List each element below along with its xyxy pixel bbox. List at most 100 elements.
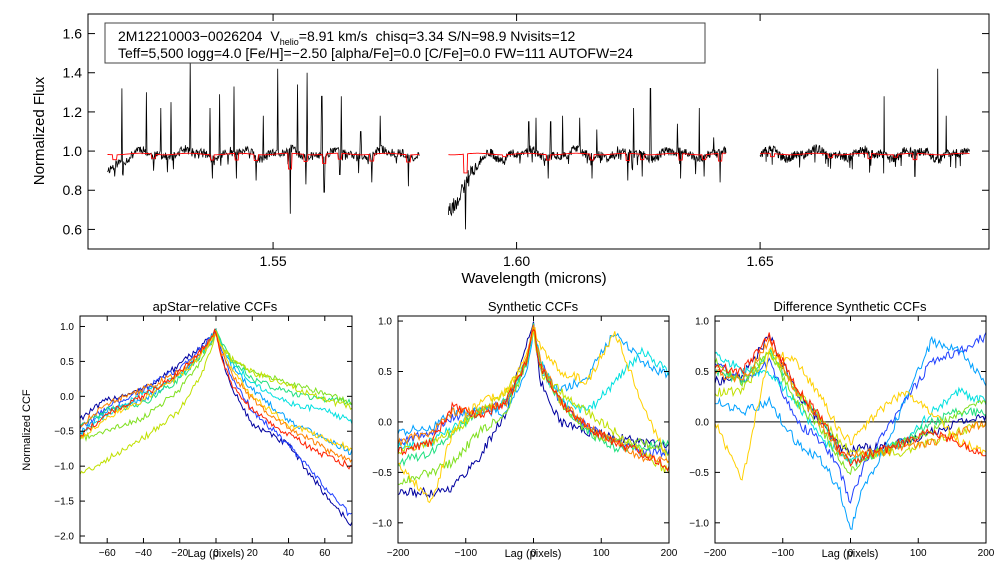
- ccf-series-10: [79, 328, 353, 470]
- y-tick-label: 1.2: [63, 104, 83, 120]
- ccf-series-1: [397, 321, 670, 499]
- y-tick-label: 1.0: [60, 322, 74, 333]
- x-tick-label: −40: [135, 548, 152, 559]
- ccf-apstar-x-label: Lag (pixels): [188, 548, 245, 560]
- ccf-synthetic-y-ticks: −1.0 −0.5 0.0 0.5 1.0: [372, 317, 669, 529]
- x-tick-label: −200: [704, 548, 727, 559]
- x-tick-label: −200: [387, 548, 410, 559]
- ccf-apstar-lines: [79, 327, 353, 527]
- fit-stats: chisq=3.34 S/N=98.9 Nvisits=12: [376, 28, 576, 44]
- y-tick-label: 0.5: [378, 367, 392, 378]
- y-tick-label: −0.5: [689, 468, 709, 479]
- spectrum-frame: [87, 13, 990, 250]
- x-tick-label: 0: [531, 548, 537, 559]
- x-tick-label: −100: [771, 548, 794, 559]
- ccf-series-8: [397, 327, 670, 504]
- x-tick-label: 0: [848, 548, 854, 559]
- observed-spectrum-chip-1: [107, 58, 420, 214]
- spectrum-lines: [107, 58, 970, 230]
- x-tick-label: 0: [213, 548, 219, 559]
- ccf-difference-x-label: Lag (pixels): [822, 548, 879, 560]
- ccf-series-5: [397, 323, 670, 467]
- observed-spectrum-chip-2: [448, 88, 727, 230]
- y-tick-label: 0.6: [63, 221, 83, 237]
- x-tick-label: 1.65: [746, 253, 773, 269]
- y-tick-label: 0.8: [63, 182, 83, 198]
- ccf-series-10: [714, 332, 987, 467]
- vhelio-value: =8.91 km/s: [299, 28, 368, 44]
- spectrum-x-ticks: 1.55 1.60 1.65: [259, 14, 774, 269]
- x-tick-label: 100: [910, 548, 927, 559]
- y-tick-label: 1.6: [63, 25, 83, 41]
- ccf-series-4: [714, 351, 987, 466]
- ccf-apstar-y-label: Normalized CCF: [21, 389, 33, 471]
- y-tick-label: 1.0: [695, 317, 709, 328]
- x-tick-label: 100: [593, 548, 610, 559]
- y-tick-label: 0.5: [60, 357, 74, 368]
- ccf-panel-synthetic: Synthetic CCFs −200 −100 0 100 200 −1.0 −0.5 0…: [372, 299, 678, 560]
- ccf-difference-x-ticks: −200 −100 0 100 200: [704, 316, 995, 559]
- y-tick-label: 1.4: [63, 65, 83, 81]
- y-tick-label: −2.0: [54, 532, 74, 543]
- y-tick-label: 1.0: [63, 143, 83, 159]
- model-spectrum-chip-1: [107, 152, 420, 170]
- x-tick-label: −20: [171, 548, 188, 559]
- y-tick-label: −1.0: [689, 518, 709, 529]
- x-tick-label: 1.55: [259, 253, 286, 269]
- spectrum-x-label: Wavelength (microns): [461, 270, 606, 287]
- ccf-apstar-x-ticks: −60 −40 −20 0 20 40 60: [99, 316, 331, 559]
- y-tick-label: 0.5: [695, 367, 709, 378]
- ccf-synthetic-x-ticks: −200 −100 0 100 200: [387, 316, 678, 559]
- ccf-panel-difference: Difference Synthetic CCFs −200 −100 0 100 20…: [689, 299, 995, 560]
- ccf-apstar-title: apStar−relative CCFs: [153, 299, 278, 314]
- y-tick-label: −1.0: [54, 462, 74, 473]
- ccf-difference-y-ticks: −1.0 −0.5 0.0 0.5 1.0: [689, 317, 986, 529]
- ccf-synthetic-lines: [397, 321, 670, 504]
- legend-box: [104, 22, 706, 64]
- ccf-series-5: [714, 348, 987, 467]
- ccf-difference-title: Difference Synthetic CCFs: [774, 299, 927, 314]
- star-id: 2M12210003−0026204: [118, 28, 263, 44]
- model-spectrum-chip-3: [760, 152, 970, 161]
- spectrum-y-ticks: 0.6 0.8 1.0 1.2 1.4 1.6: [63, 25, 989, 237]
- ccf-series-9: [79, 331, 353, 463]
- y-tick-label: −1.0: [372, 518, 392, 529]
- y-tick-label: −0.5: [54, 427, 74, 438]
- x-tick-label: 40: [283, 548, 295, 559]
- spectrum-y-label: Normalized Flux: [31, 76, 48, 185]
- y-tick-label: 0.0: [60, 392, 74, 403]
- legend-line-2: Teff=5,500 logg=4.0 [Fe/H]=−2.50 [alpha/…: [118, 45, 633, 61]
- x-tick-label: 200: [978, 548, 995, 559]
- spectrum-panel: 1.55 1.60 1.65 0.6 0.8 1.0 1.2 1.4 1.6 Waveleng…: [31, 13, 990, 287]
- ccf-panel-apstar: apStar−relative CCFs −60 −40 −20 0 20 40 60 −2…: [21, 299, 353, 560]
- ccf-series-7: [79, 329, 353, 475]
- y-tick-label: 1.0: [378, 317, 392, 328]
- model-spectrum-chip-2: [448, 152, 727, 174]
- ccf-apstar-y-ticks: −2.0 −1.5 −1.0 −0.5 0.0 0.5 1.0: [54, 322, 352, 543]
- observed-spectrum-chip-3: [759, 68, 970, 177]
- ccf-synthetic-title: Synthetic CCFs: [488, 299, 579, 314]
- ccf-series-10: [397, 328, 670, 472]
- ccf-series-9: [714, 337, 987, 460]
- spectrum-info-legend: 2M12210003−0026204 Vhelio=8.91 km/s chisq=…: [104, 22, 706, 64]
- ccf-series-3: [714, 335, 987, 530]
- vhelio-subscript: helio: [280, 37, 299, 47]
- y-tick-label: −0.5: [372, 468, 392, 479]
- x-tick-label: 20: [247, 548, 259, 559]
- legend-line-1: 2M12210003−0026204 Vhelio=8.91 km/s chisq=…: [118, 28, 575, 47]
- ccf-series-6: [714, 352, 987, 476]
- x-tick-label: 200: [661, 548, 678, 559]
- y-tick-label: 0.0: [695, 417, 709, 428]
- x-tick-label: −60: [99, 548, 116, 559]
- x-tick-label: 60: [319, 548, 331, 559]
- x-tick-label: −100: [454, 548, 477, 559]
- vhelio-prefix: V: [270, 28, 280, 44]
- ccf-series-8: [714, 346, 987, 481]
- x-tick-label: 1.60: [503, 253, 530, 269]
- ccf-difference-lines: [714, 332, 987, 530]
- y-tick-label: −1.5: [54, 497, 74, 508]
- y-tick-label: 0.0: [378, 417, 392, 428]
- ccf-series-9: [397, 324, 670, 463]
- ccf-synthetic-x-label: Lag (pixels): [505, 548, 562, 560]
